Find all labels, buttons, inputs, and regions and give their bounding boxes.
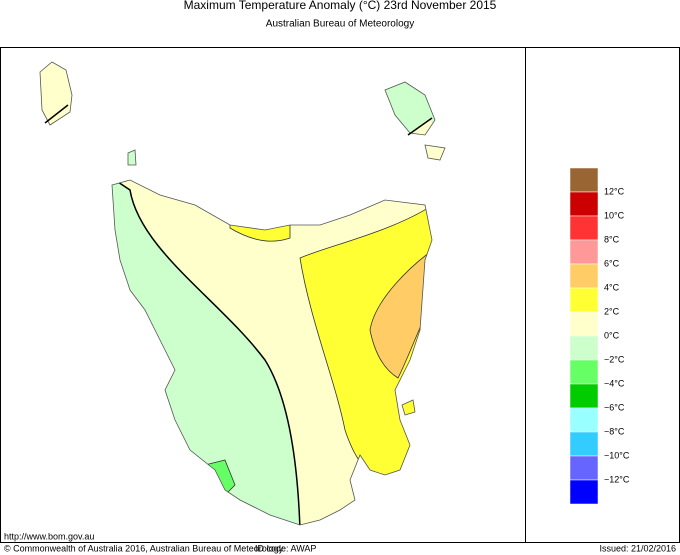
title: Maximum Temperature Anomaly (°C) 23rd No… bbox=[184, 0, 497, 12]
legend-label: 8°C bbox=[604, 234, 620, 244]
footer-issued: Issued: 21/02/2016 bbox=[599, 543, 676, 553]
legend-label: 0°C bbox=[604, 330, 620, 340]
legend-swatch bbox=[569, 311, 599, 337]
legend-label: −6°C bbox=[604, 402, 625, 412]
legend-label: −8°C bbox=[604, 426, 625, 436]
footer-copyright: © Commonwealth of Australia 2016, Austra… bbox=[4, 543, 284, 553]
legend-frame bbox=[525, 47, 680, 543]
legend-label: 6°C bbox=[604, 258, 620, 268]
legend-label: −2°C bbox=[604, 354, 625, 364]
tasmania bbox=[39, 61, 446, 526]
legend-label: −12°C bbox=[604, 474, 630, 484]
legend-swatch bbox=[569, 407, 599, 433]
legend-swatch bbox=[569, 455, 599, 481]
legend-swatch bbox=[569, 383, 599, 409]
legend-label: −10°C bbox=[604, 450, 630, 460]
legend-swatch bbox=[569, 431, 599, 457]
legend-swatch bbox=[569, 167, 599, 193]
legend-swatch bbox=[569, 191, 599, 217]
legend-swatch bbox=[569, 359, 599, 385]
footer-id-code: ID code: AWAP bbox=[255, 543, 316, 553]
legend-label: 10°C bbox=[604, 210, 625, 220]
legend-label: 4°C bbox=[604, 282, 620, 292]
legend-swatch bbox=[569, 479, 599, 505]
legend-swatch bbox=[569, 263, 599, 289]
legend-swatch bbox=[569, 215, 599, 241]
legend-label: 12°C bbox=[604, 186, 625, 196]
legend-swatch bbox=[569, 239, 599, 265]
subtitle: Australian Bureau of Meteorology bbox=[266, 19, 414, 30]
legend-label: −4°C bbox=[604, 378, 625, 388]
legend-swatch bbox=[569, 335, 599, 361]
legend-swatch bbox=[569, 287, 599, 313]
footer-url: http://www.bom.gov.au bbox=[4, 531, 94, 541]
legend: 12°C 10°C 8°C 6°C 4°C 2°C 0°C −2°C −4°C −6°C −8°C −… bbox=[569, 167, 630, 505]
legend-label: 2°C bbox=[604, 306, 620, 316]
